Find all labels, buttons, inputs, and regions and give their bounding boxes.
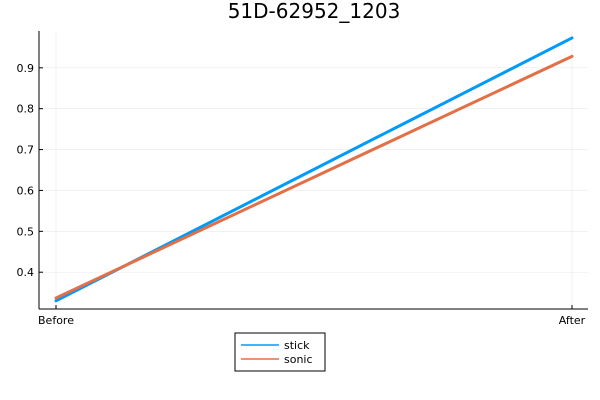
series-lines — [54, 36, 574, 303]
y-tick-label: 0.7 — [17, 144, 35, 157]
axes — [38, 31, 588, 310]
y-tick-label: 0.9 — [17, 62, 35, 75]
legend-box — [234, 332, 326, 372]
grid-lines — [39, 31, 588, 309]
chart-title: 51D-62952_1203 — [228, 0, 401, 23]
x-tick-label: After — [559, 314, 586, 327]
tick-labels: 0.4 0.5 0.6 0.7 0.8 0.9 Before After — [17, 62, 586, 327]
x-tick-label: Before — [38, 314, 74, 327]
legend-label-sonic: sonic — [284, 353, 313, 366]
y-tick-label: 0.4 — [17, 266, 35, 279]
y-tick-label: 0.6 — [17, 184, 35, 197]
y-tick-label: 0.8 — [17, 103, 35, 116]
y-tick-label: 0.5 — [17, 225, 35, 238]
series-line-sonic — [54, 54, 574, 300]
legend-label-stick: stick — [284, 339, 310, 352]
